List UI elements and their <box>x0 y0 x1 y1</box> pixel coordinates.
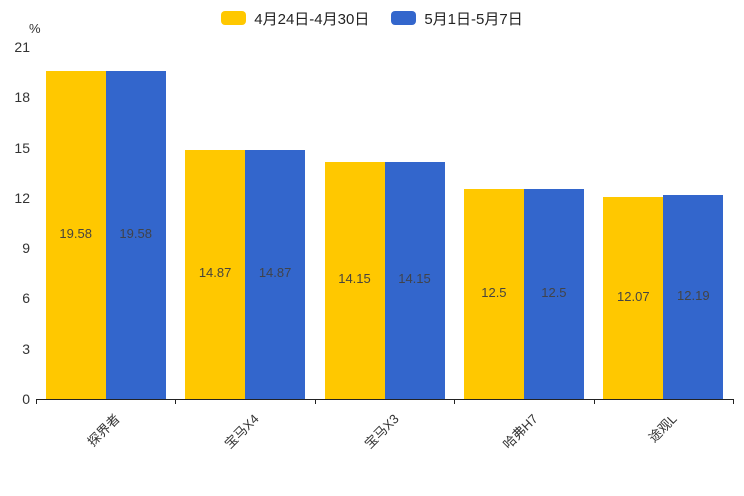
bar-series2-cat3[interactable] <box>384 161 445 399</box>
bar-series2-cat5[interactable] <box>663 194 724 399</box>
y-axis-tick-label: 3 <box>22 340 30 357</box>
x-axis-tick <box>175 399 177 404</box>
legend-swatch-series1-icon <box>221 11 247 25</box>
x-axis-tick <box>454 399 456 404</box>
x-axis-tick <box>733 399 734 404</box>
y-axis-tick-label: 12 <box>14 189 30 206</box>
y-axis-tick-label: 21 <box>14 39 30 55</box>
x-axis-tick <box>36 399 37 404</box>
bar-value-label-series2-cat2: 14.87 <box>258 265 292 281</box>
x-axis-tick <box>593 399 595 404</box>
legend-label-series1: 4月24日-4月30日 <box>254 10 370 28</box>
bar-series1-cat2[interactable] <box>185 149 246 399</box>
x-axis-category-label: 哈弗H7 <box>499 411 541 452</box>
x-axis-category-label: 宝马X4 <box>221 411 262 452</box>
bar-value-label-series2-cat1: 19.58 <box>119 225 152 241</box>
x-axis-category-label: 途观L <box>645 411 681 446</box>
bar-series1-cat5[interactable] <box>603 196 664 399</box>
x-axis-category-label: 宝马X3 <box>360 411 402 452</box>
bar-value-label-series1-cat1: 19.58 <box>59 225 92 241</box>
bar-value-label-series2-cat4: 12.5 <box>541 285 567 301</box>
y-axis-unit-label: % <box>29 21 41 36</box>
bar-series1-cat4[interactable] <box>463 189 524 399</box>
bar-series1-cat3[interactable] <box>324 161 385 399</box>
bar-series2-cat4[interactable] <box>523 189 584 399</box>
legend-swatch-series2-icon <box>391 11 417 25</box>
y-axis-tick-label: 9 <box>22 240 30 257</box>
y-axis-tick-label: 6 <box>22 290 30 307</box>
y-axis-tick-label: 18 <box>14 89 30 106</box>
bar-series2-cat2[interactable] <box>245 149 306 399</box>
x-axis-category-label: 探界者 <box>84 411 123 450</box>
bar-value-label-series1-cat4: 12.5 <box>481 285 507 301</box>
legend-label-series2: 5月1日-5月7日 <box>424 10 523 28</box>
bar-value-label-series1-cat2: 14.87 <box>198 265 232 281</box>
bar-series1-cat1[interactable] <box>45 70 106 399</box>
bar-value-label-series1-cat3: 14.15 <box>338 271 371 287</box>
chart-legend: 4月24日-4月30日 5月1日-5月7日 <box>0 6 744 30</box>
legend-item-series2[interactable]: 5月1日-5月7日 <box>391 8 523 29</box>
bar-value-label-series2-cat5: 12.19 <box>677 287 710 303</box>
x-axis-tick <box>314 399 316 404</box>
x-axis-line <box>36 399 734 400</box>
bar-value-label-series1-cat5: 12.07 <box>617 288 650 304</box>
bar-value-label-series2-cat3: 14.15 <box>398 271 431 287</box>
y-axis-tick-label: 15 <box>14 139 30 156</box>
bar-series2-cat1[interactable] <box>105 70 166 399</box>
y-axis-tick-label: 0 <box>22 391 30 407</box>
legend-item-series1[interactable]: 4月24日-4月30日 <box>221 8 369 29</box>
